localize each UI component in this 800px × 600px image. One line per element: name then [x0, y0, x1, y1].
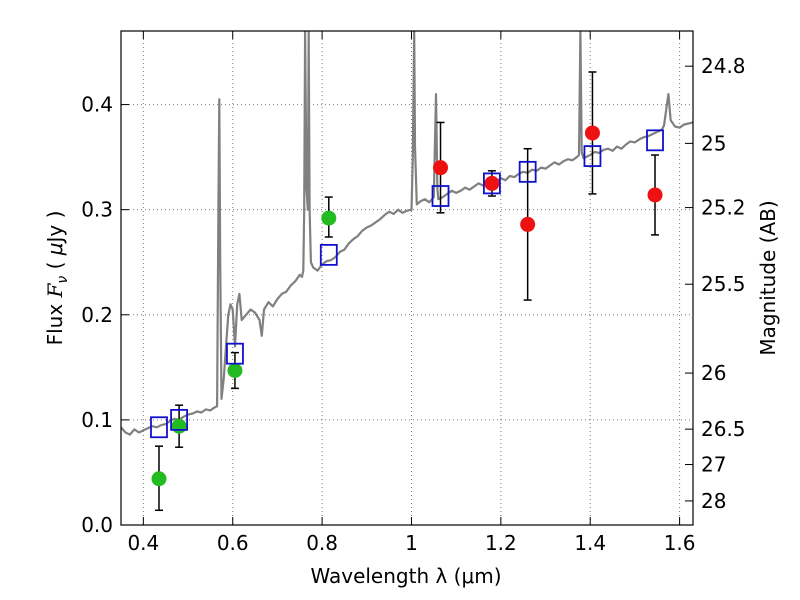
right-tick-label: 26 — [701, 361, 726, 385]
x-tick-label: 1 — [405, 531, 418, 555]
y-tick-label: 0.3 — [81, 198, 113, 222]
right-tick-label: 25 — [701, 131, 726, 155]
observed-point — [647, 187, 663, 203]
y-tick-label: 0.0 — [81, 513, 113, 537]
right-tick-label: 26.5 — [701, 417, 746, 441]
spectrum-line — [121, 31, 693, 436]
x-tick-label: 0.8 — [306, 531, 338, 555]
x-axis-label: Wavelength λ (μm) — [310, 564, 501, 588]
right-tick-label: 24.8 — [701, 54, 746, 78]
model-point — [150, 416, 168, 439]
right-tick-label: 27 — [701, 453, 726, 477]
observed-point — [433, 160, 449, 176]
model-point — [226, 342, 244, 365]
observed-point — [321, 210, 337, 226]
y-axis-label-part-2: F — [43, 282, 67, 298]
y-axis-label-part-4: ( — [43, 255, 67, 276]
observed-point — [584, 125, 600, 141]
x-tick-label: 1.2 — [485, 531, 517, 555]
x-axis-ticks: 0.4 0.6 0.8 1 1.2 1.4 1.6 — [127, 31, 696, 555]
right-tick-label: 25.5 — [701, 272, 746, 296]
spectrum — [121, 31, 693, 436]
model-point — [646, 129, 664, 152]
right-axis-ticks: 24.8 25 25.2 25.5 26 26.5 27 28 — [685, 54, 746, 513]
x-tick-label: 1.6 — [664, 531, 696, 555]
observed-point — [227, 362, 243, 378]
plot-frame — [120, 30, 694, 526]
model-point — [483, 172, 501, 195]
model-point — [170, 408, 188, 431]
y-axis-label-part-1: Flux — [43, 297, 67, 345]
model-point — [431, 185, 450, 207]
observed-point — [520, 216, 536, 232]
y-axis-label-part-5: μ — [43, 242, 67, 256]
observed-point — [151, 471, 167, 487]
right-tick-label: 25.2 — [701, 196, 746, 220]
y-axis-label-part-3: ν — [55, 276, 71, 284]
observed-point — [171, 418, 187, 434]
right-tick-label: 28 — [701, 489, 726, 513]
y-axis-label: Flux Fν ( μJy ) — [43, 211, 71, 346]
model-point — [583, 145, 602, 167]
x-tick-label: 0.6 — [217, 531, 249, 555]
y-tick-label: 0.4 — [81, 93, 113, 117]
plot-background — [121, 31, 693, 525]
y-tick-label: 0.1 — [81, 408, 113, 432]
model-point — [319, 243, 338, 266]
right-axis-label: Magnitude (AB) — [756, 200, 780, 355]
x-tick-label: 0.4 — [127, 531, 159, 555]
y-axis-label-part-6: Jy ) — [43, 211, 67, 245]
observed-point — [484, 175, 500, 191]
y-tick-label: 0.2 — [81, 303, 113, 327]
model-point — [518, 160, 537, 183]
x-tick-label: 1.4 — [574, 531, 606, 555]
y-axis-ticks: 0.0 0.1 0.2 0.3 0.4 — [81, 93, 129, 537]
model-points — [150, 129, 664, 439]
